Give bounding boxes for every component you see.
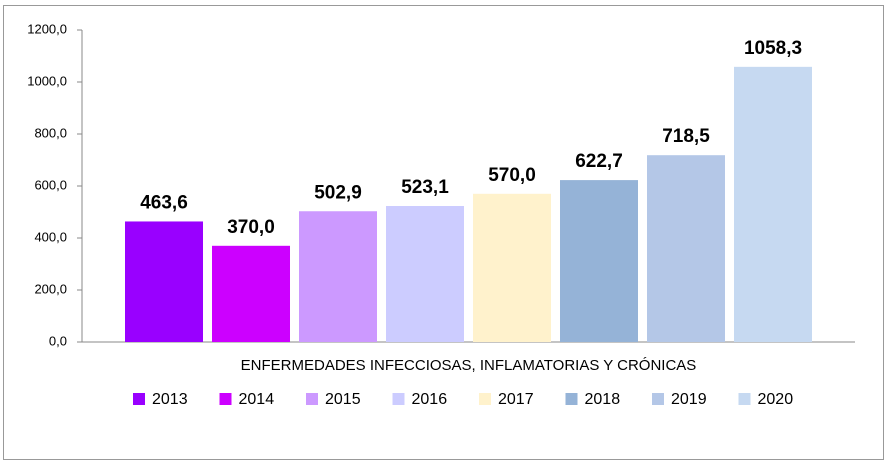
- bar: [125, 221, 203, 342]
- x-tick-label: ENFERMEDADES INFECCIOSAS, INFLAMATORIAS …: [241, 357, 697, 374]
- y-tick-label: 800,0: [34, 125, 67, 140]
- bar: [560, 180, 638, 342]
- data-label: 523,1: [401, 177, 449, 198]
- legend-label: 2016: [412, 391, 448, 408]
- y-tick-label: 1200,0: [27, 21, 67, 36]
- data-label: 570,0: [488, 165, 536, 186]
- bar: [386, 205, 464, 342]
- legend-label: 2020: [758, 391, 794, 408]
- legend-swatch: [306, 393, 318, 405]
- data-label: 370,0: [227, 217, 275, 238]
- legend-swatch: [738, 393, 751, 405]
- data-label: 622,7: [575, 151, 623, 172]
- y-tick-label: 1000,0: [27, 73, 67, 88]
- data-label: 718,5: [662, 126, 710, 147]
- legend-label: 2014: [239, 391, 275, 408]
- y-tick-label: 600,0: [34, 177, 67, 192]
- bar: [473, 193, 551, 342]
- bar: [734, 66, 812, 342]
- y-tick-label: 0,0: [49, 333, 67, 348]
- legend-label: 2019: [671, 391, 707, 408]
- legend-swatch: [392, 393, 405, 405]
- legend-label: 2015: [325, 391, 361, 408]
- legend-swatch: [133, 393, 145, 405]
- legend-swatch: [652, 393, 664, 405]
- data-label: 1058,3: [744, 38, 802, 59]
- legend-swatch: [479, 393, 491, 405]
- y-tick-label: 400,0: [34, 229, 67, 244]
- bar: [647, 155, 725, 342]
- y-tick-label: 200,0: [34, 281, 67, 296]
- legend-swatch: [565, 393, 578, 405]
- bar: [212, 245, 290, 342]
- data-label: 502,9: [314, 182, 362, 203]
- legend-label: 2017: [498, 391, 534, 408]
- legend-swatch: [219, 393, 232, 405]
- legend-label: 2018: [585, 391, 621, 408]
- legend-label: 2013: [152, 391, 188, 408]
- bar: [299, 211, 377, 342]
- data-label: 463,6: [140, 192, 188, 213]
